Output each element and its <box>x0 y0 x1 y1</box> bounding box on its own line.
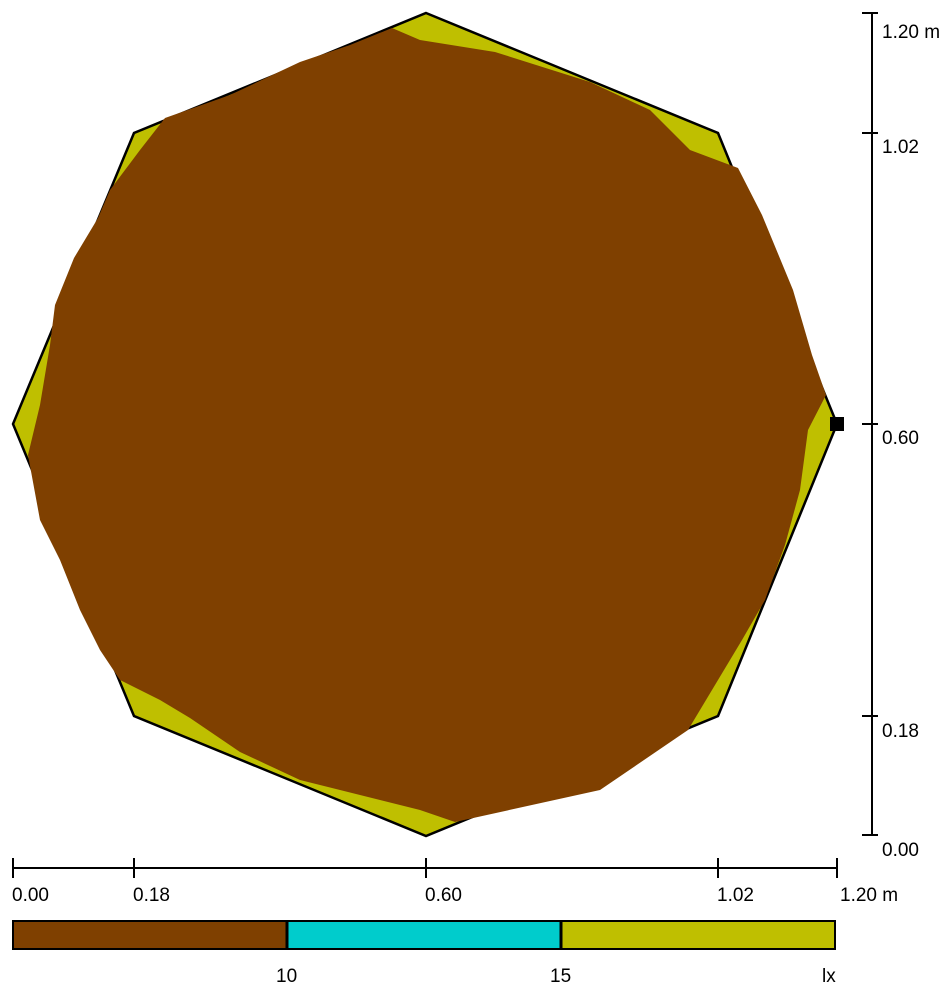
bottom-axis-tick-label: 0.18 <box>133 885 170 906</box>
legend-color-bar: 10 15 lx <box>12 920 836 987</box>
right-axis-tick-label: 0.60 <box>882 428 919 449</box>
legend-swatch-high <box>561 921 835 949</box>
legend-threshold-label: 15 <box>550 966 571 987</box>
legend-swatch-low <box>13 921 287 949</box>
bottom-axis-tick-label: 0.60 <box>425 885 462 906</box>
right-axis: 1.20 m 1.02 0.60 0.18 0.00 <box>862 12 940 861</box>
bottom-axis-end-label: 1.20 m <box>840 885 898 906</box>
right-axis-tick-label: 0.18 <box>882 721 919 742</box>
right-axis-tick-label: 0.00 <box>882 840 919 861</box>
illuminance-zone-low <box>28 28 826 822</box>
legend-swatch-mid <box>287 921 561 949</box>
position-marker <box>830 417 844 431</box>
bottom-axis: 0.00 0.18 0.60 1.02 1.20 m <box>12 858 898 906</box>
bottom-axis-tick-label: 0.00 <box>12 885 49 906</box>
legend-unit-label: lx <box>822 966 836 987</box>
bottom-axis-tick-label: 1.02 <box>717 885 754 906</box>
legend-threshold-label: 10 <box>276 966 297 987</box>
right-axis-tick-label: 1.02 <box>882 137 919 158</box>
right-axis-end-label: 1.20 m <box>882 22 940 43</box>
